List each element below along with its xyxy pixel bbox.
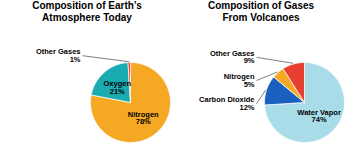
svg-text:Carbon Dioxide12%: Carbon Dioxide12%: [199, 95, 255, 112]
svg-text:Nitrogen78%: Nitrogen78%: [128, 110, 159, 127]
svg-text:Other Gases1%: Other Gases1%: [36, 47, 81, 64]
svg-text:Water Vapor74%: Water Vapor74%: [297, 108, 341, 125]
svg-text:Other Gases9%: Other Gases9%: [210, 49, 255, 66]
html-text:Composition of Gases From Volc: Composition of Gases From Volcanoes: [207, 0, 315, 23]
html-text:Composition of Earth’s Atmosph: Composition of Earth’s Atmosphere Today: [32, 0, 142, 23]
svg-text:Nitrogen5%: Nitrogen5%: [224, 72, 255, 89]
svg-text:Oxygen21%: Oxygen21%: [104, 79, 132, 96]
